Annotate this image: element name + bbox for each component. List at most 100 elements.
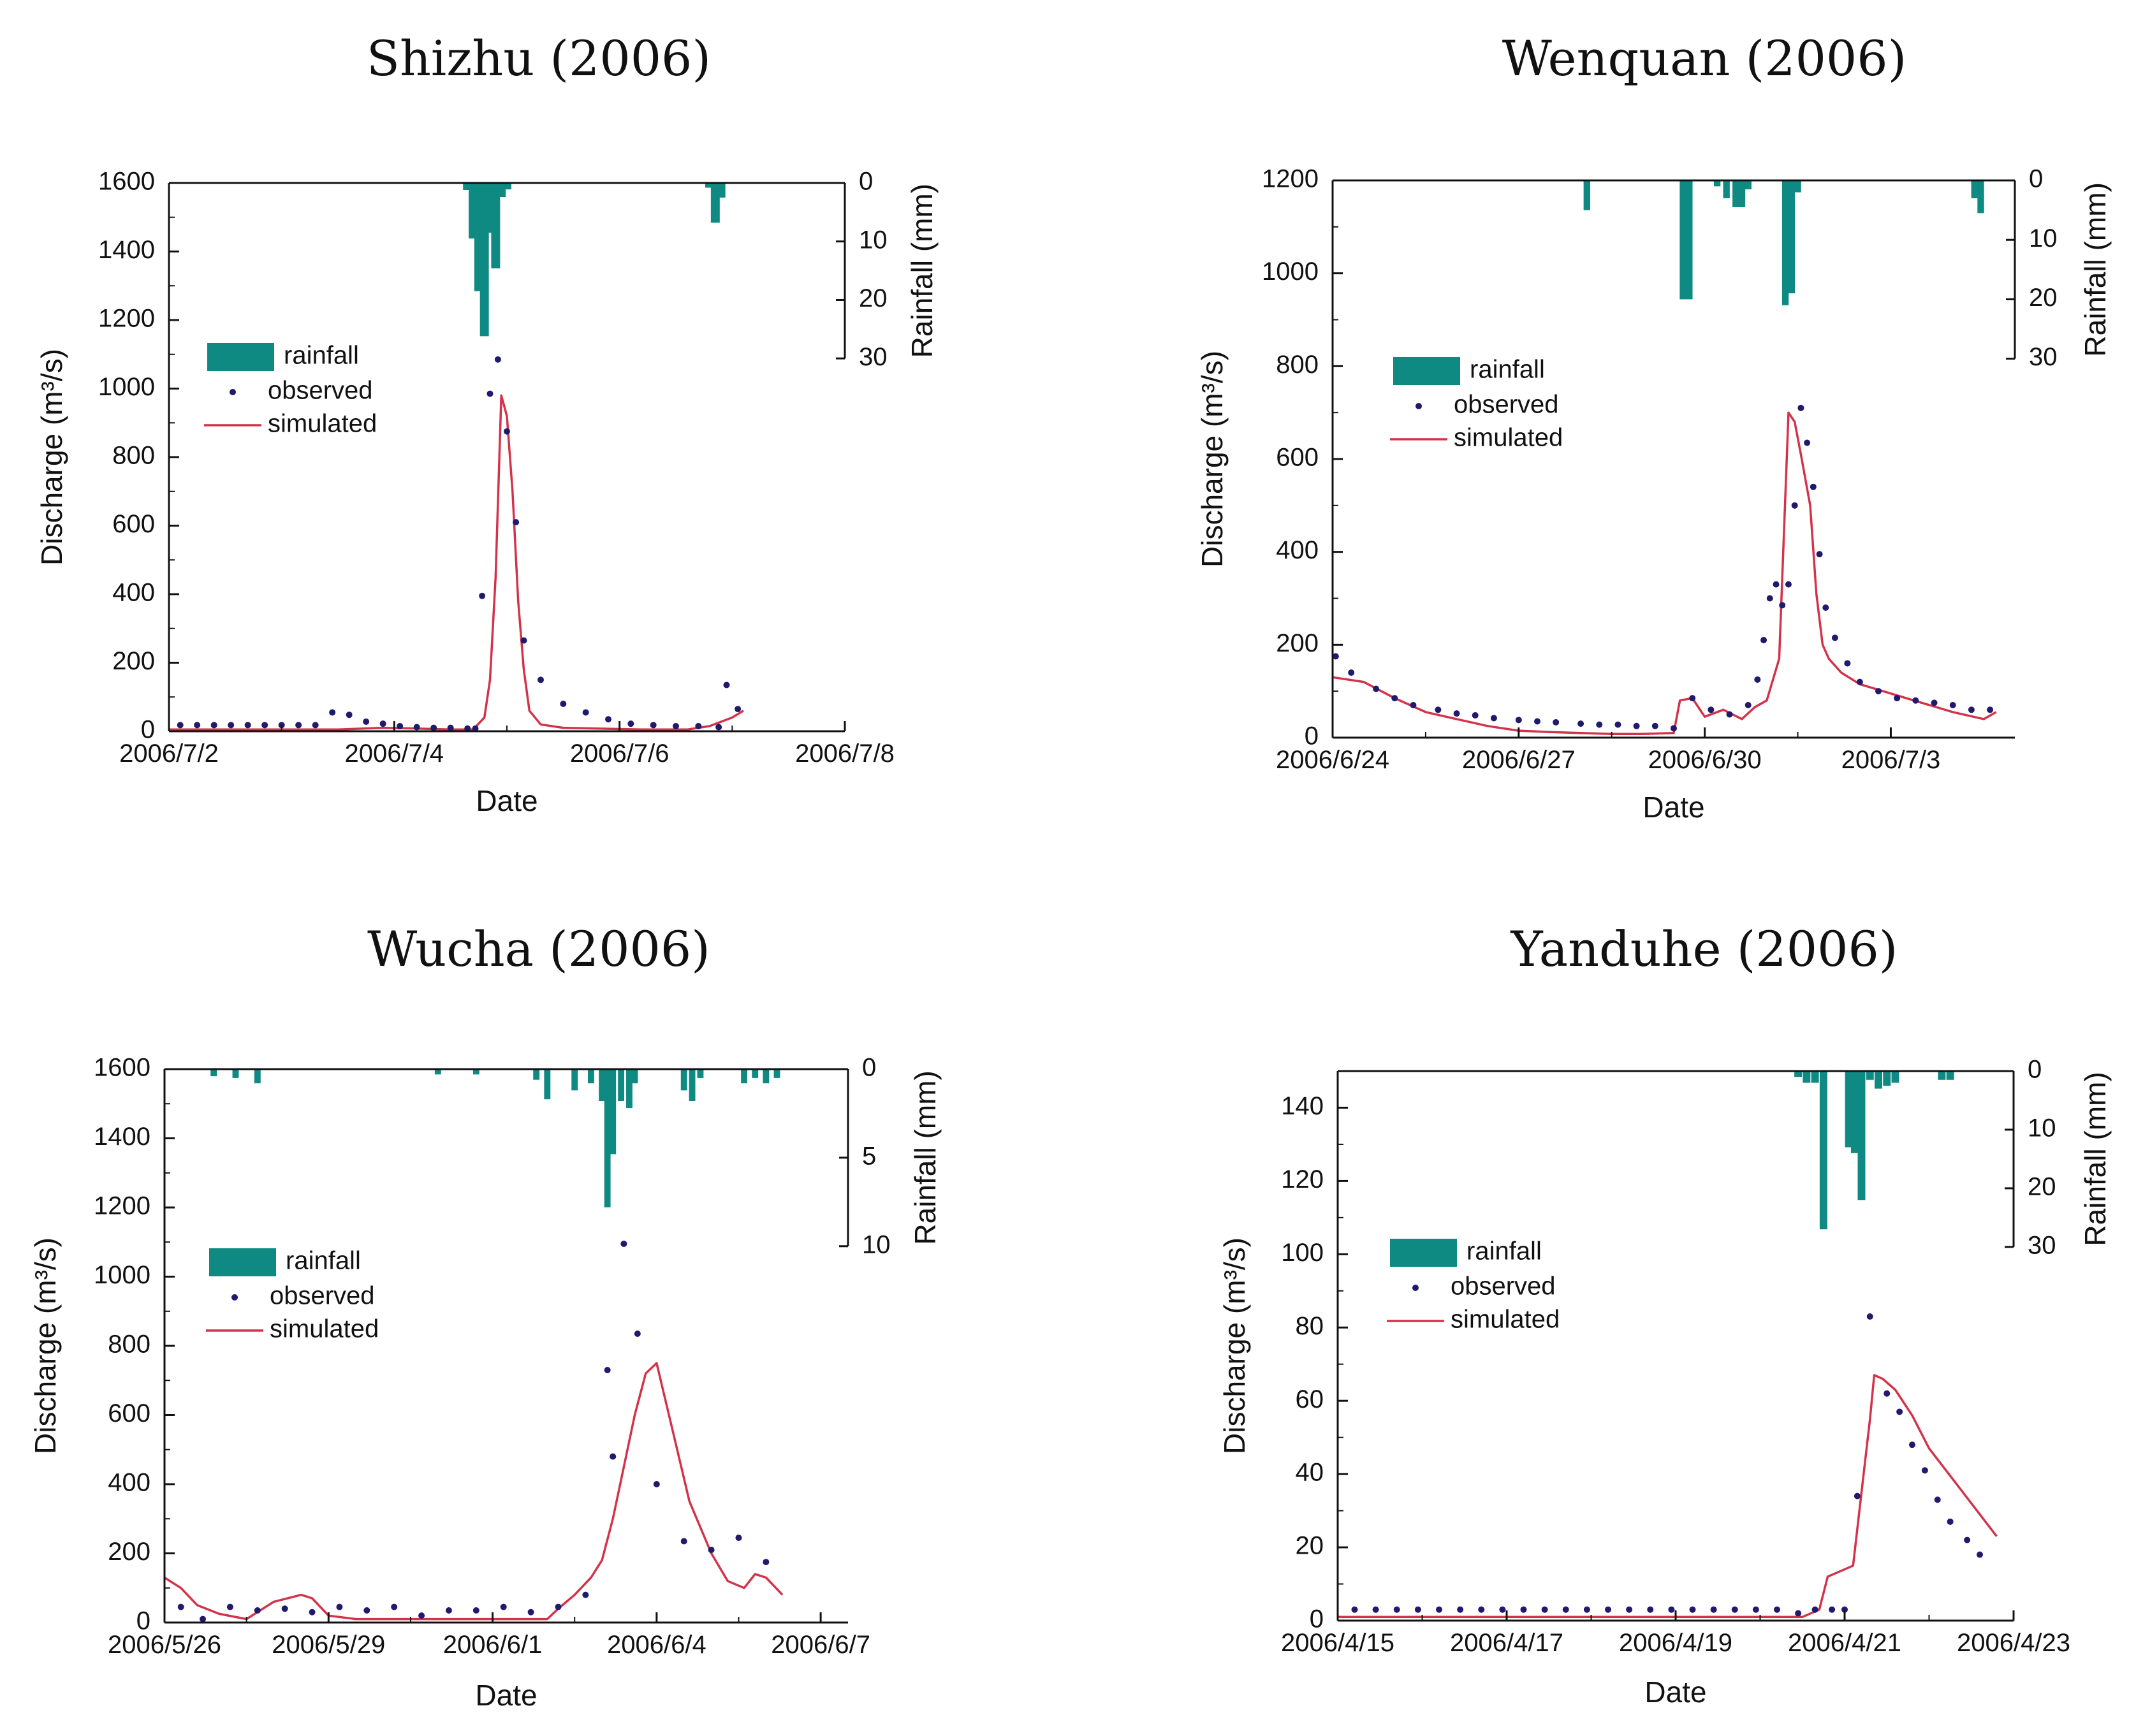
- x-tick-label: 2006/7/2: [119, 740, 219, 768]
- legend-simulated-label: simulated: [268, 410, 377, 438]
- y-tick-label: 1200: [1262, 165, 1319, 193]
- observed-point: [1348, 669, 1355, 676]
- observed-point: [1689, 1606, 1696, 1613]
- legend: rainfall observed simulated: [1390, 356, 1563, 452]
- legend-observed-label: observed: [268, 377, 373, 405]
- y-tick-label: 1400: [98, 236, 155, 264]
- x-tick-label: 2006/7/6: [570, 740, 669, 768]
- observed-point: [582, 709, 589, 716]
- observed-point: [228, 722, 235, 729]
- observed-point: [582, 1591, 589, 1598]
- observed-point: [513, 519, 520, 526]
- y2-axis-label: Rainfall (mm): [909, 1070, 942, 1244]
- legend-simulated-label: simulated: [270, 1315, 379, 1343]
- chart-title: Yanduhe (2006): [1511, 921, 1898, 977]
- y-tick-label: 80: [1296, 1312, 1324, 1340]
- rainfall-bar: [599, 1069, 606, 1101]
- observed-point: [1453, 710, 1460, 717]
- rainfall-bar: [1713, 180, 1721, 187]
- observed-point: [1831, 634, 1838, 641]
- observed-point: [1829, 1606, 1836, 1613]
- x-tick-label: 2006/4/19: [1619, 1629, 1732, 1657]
- x-tick-label: 2006/6/24: [1276, 746, 1389, 774]
- x-tick-label: 2006/7/4: [344, 740, 444, 768]
- chart-panel-1: Wenquan (2006)0200400600800100012002006/…: [1196, 30, 2112, 824]
- observed-point: [1964, 1536, 1971, 1543]
- observed-point: [1931, 699, 1938, 706]
- legend-observed-marker: [230, 389, 236, 395]
- rainfall-bar: [491, 183, 501, 268]
- observed-point: [1968, 706, 1975, 713]
- legend-rainfall-label: rainfall: [286, 1247, 361, 1275]
- chart-title: Shizhu (2006): [367, 30, 711, 87]
- observed-point: [1414, 1606, 1421, 1613]
- observed-point: [1596, 721, 1603, 728]
- rainfall-bar: [697, 1069, 704, 1078]
- observed-point: [329, 709, 336, 716]
- x-tick-label: 2006/5/29: [272, 1631, 385, 1659]
- rainfall-bar: [210, 1069, 217, 1077]
- x-axis-label: Date: [1644, 1675, 1706, 1709]
- observed-point: [1710, 1606, 1717, 1613]
- observed-point: [413, 724, 420, 731]
- observed-point: [1795, 1610, 1802, 1617]
- observed-point: [1614, 721, 1621, 728]
- rainfall-bar: [1679, 180, 1686, 300]
- observed-point: [620, 1240, 627, 1247]
- legend-observed-label: observed: [1454, 391, 1559, 419]
- y-tick-label: 800: [1276, 351, 1319, 379]
- legend-rainfall-swatch: [207, 343, 274, 371]
- y-tick-label: 1000: [98, 373, 155, 401]
- y-tick-label: 0: [1310, 1605, 1324, 1633]
- y-tick-label: 40: [1296, 1459, 1324, 1487]
- rainfall-bar: [604, 1069, 611, 1207]
- y2-tick-label: 5: [862, 1142, 876, 1170]
- observed-point: [1393, 1606, 1400, 1613]
- observed-point: [1866, 1313, 1873, 1320]
- observed-point: [309, 1608, 316, 1616]
- observed-point: [627, 720, 634, 727]
- rainfall-bar: [752, 1069, 759, 1078]
- rainfall-bar: [741, 1069, 747, 1084]
- y-tick-label: 0: [141, 716, 155, 744]
- y-tick-label: 600: [1276, 444, 1319, 472]
- observed-point: [610, 1453, 617, 1460]
- legend: rainfall observed simulated: [206, 1247, 379, 1343]
- rainfall-bar: [773, 1069, 780, 1078]
- observed-point: [1810, 483, 1817, 490]
- rainfall-bar: [1883, 1071, 1891, 1086]
- observed-point: [464, 725, 471, 732]
- observed-point: [1745, 702, 1752, 709]
- rainfall-bar: [631, 1069, 638, 1084]
- x-tick-label: 2006/6/1: [443, 1631, 543, 1659]
- observed-point: [1457, 1606, 1464, 1613]
- observed-point: [254, 1607, 261, 1614]
- observed-point: [723, 682, 730, 689]
- observed-point: [1633, 722, 1640, 729]
- observed-point: [430, 724, 437, 731]
- rainfall-bar: [472, 1069, 479, 1075]
- observed-point: [1804, 439, 1811, 446]
- observed-point: [653, 1481, 660, 1487]
- y2-tick-label: 10: [2029, 224, 2058, 252]
- observed-point: [391, 1603, 398, 1610]
- observed-point: [278, 722, 285, 729]
- observed-point: [418, 1612, 425, 1619]
- x-tick-label: 2006/6/27: [1462, 746, 1576, 774]
- rainfall-bar: [763, 1069, 770, 1084]
- y-tick-label: 200: [112, 647, 155, 675]
- observed-point: [1647, 1606, 1654, 1613]
- simulated-line: [164, 1362, 784, 1621]
- rainfall-bar: [1686, 180, 1693, 300]
- observed-point: [1811, 1606, 1818, 1613]
- rainfall-bar: [463, 183, 472, 191]
- observed-point: [1841, 1606, 1848, 1613]
- rainfall-bar: [533, 1069, 540, 1080]
- observed-point: [1391, 695, 1398, 702]
- observed-point: [363, 718, 370, 725]
- chart-panel-0: Shizhu (2006)020040060080010001200140016…: [35, 30, 939, 817]
- y2-axis-label: Rainfall (mm): [2079, 1072, 2112, 1246]
- observed-point: [680, 1538, 687, 1545]
- legend-observed-marker: [1412, 1285, 1419, 1291]
- observed-point: [200, 1616, 207, 1623]
